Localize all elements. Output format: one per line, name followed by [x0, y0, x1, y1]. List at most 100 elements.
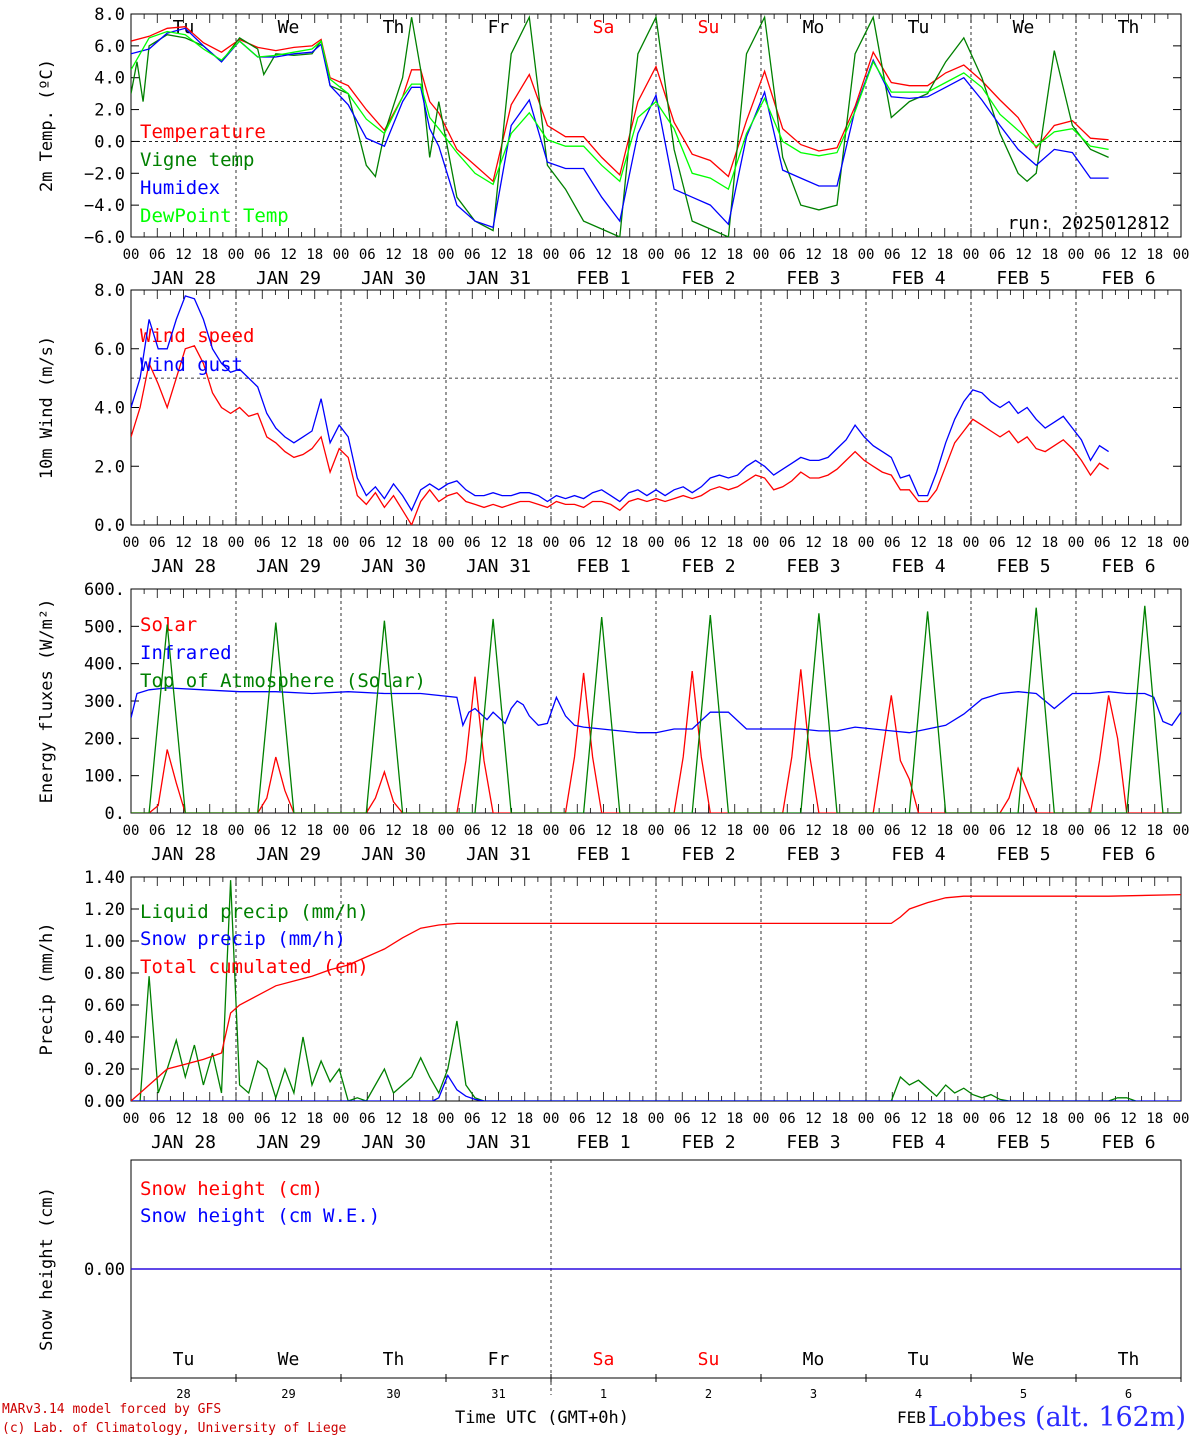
weekday-label: Th [383, 17, 405, 38]
hour-label: 18 [1146, 535, 1163, 551]
hour-label: 00 [123, 247, 140, 263]
model-credit: MARv3.14 model forced by GFS [2, 1402, 222, 1417]
weekday-label: Mo [803, 1349, 825, 1370]
date-label: FEB 4 [891, 1132, 945, 1153]
y-tick-label: 200. [84, 729, 125, 749]
hour-label: 06 [884, 535, 901, 551]
date-label: FEB 5 [996, 556, 1050, 577]
legend-entry: Snow height (cm) [140, 1178, 323, 1200]
y-axis-label: 2m Temp. (ºC) [37, 59, 57, 192]
hour-label: 18 [201, 823, 218, 839]
series-line-1 [131, 880, 1136, 1101]
hour-label: 00 [228, 1111, 245, 1127]
legend-entry: Snow precip (mm/h) [140, 928, 346, 950]
hour-label: 12 [910, 247, 927, 263]
y-tick-label: 8.0 [94, 281, 125, 301]
hour-label: 12 [700, 535, 717, 551]
date-label: JAN 31 [466, 268, 531, 289]
date-label: FEB 4 [891, 268, 945, 289]
hour-label: 00 [753, 1111, 770, 1127]
date-label: FEB 4 [891, 556, 945, 577]
hour-label: 18 [936, 1111, 953, 1127]
hour-label: 06 [254, 247, 271, 263]
hour-label: 06 [779, 1111, 796, 1127]
hour-label: 00 [858, 247, 875, 263]
day-number-label: 3 [810, 1387, 817, 1401]
hour-label: 12 [490, 823, 507, 839]
weekday-label: Tu [908, 1349, 930, 1370]
legend-entry: Total cumulated (cm) [140, 956, 369, 978]
hour-label: 06 [569, 823, 586, 839]
date-label: FEB 2 [681, 268, 735, 289]
hour-label: 18 [831, 535, 848, 551]
day-number-label: 2 [705, 1387, 712, 1401]
hour-label: 06 [674, 823, 691, 839]
series-line-2 [131, 295, 1109, 512]
hour-label: 18 [1041, 247, 1058, 263]
date-label: JAN 29 [256, 1132, 321, 1153]
weekday-label: Su [698, 1349, 720, 1370]
date-label: JAN 29 [256, 844, 321, 865]
legend-entry: DewPoint Temp [140, 205, 289, 227]
hour-label: 06 [1094, 1111, 1111, 1127]
hour-label: 00 [648, 823, 665, 839]
hour-label: 12 [1120, 1111, 1137, 1127]
hour-label: 06 [464, 1111, 481, 1127]
hour-label: 06 [989, 823, 1006, 839]
hour-label: 00 [228, 535, 245, 551]
series-line-1 [131, 669, 1181, 813]
hour-label: 12 [805, 247, 822, 263]
hour-label: 00 [123, 535, 140, 551]
hour-label: 12 [1120, 535, 1137, 551]
hour-label: 18 [936, 823, 953, 839]
legend-entry: Wind speed [140, 325, 254, 347]
date-label: FEB 1 [576, 844, 630, 865]
day-number-label: 31 [491, 1387, 505, 1401]
hour-label: 00 [963, 247, 980, 263]
hour-label: 00 [858, 823, 875, 839]
date-label: JAN 28 [151, 268, 216, 289]
hour-label: 18 [306, 823, 323, 839]
y-tick-label: 500. [84, 617, 125, 637]
hour-label: 12 [700, 1111, 717, 1127]
plot-frame [130, 588, 1182, 814]
y-tick-label: −6.0 [84, 228, 125, 248]
hour-label: 00 [648, 247, 665, 263]
hour-label: 12 [595, 1111, 612, 1127]
hour-label: 00 [1173, 823, 1190, 839]
weekday-label: We [1013, 1349, 1035, 1370]
hour-label: 18 [201, 247, 218, 263]
y-tick-label: 400. [84, 655, 125, 675]
y-tick-label: 0.00 [84, 1092, 125, 1112]
hour-label: 18 [831, 1111, 848, 1127]
y-tick-label: 2.0 [94, 457, 125, 477]
hour-label: 12 [385, 1111, 402, 1127]
hour-label: 18 [411, 247, 428, 263]
date-label: FEB 1 [576, 556, 630, 577]
panel-2: 10m Wind (m/s)8.06.04.02.00.000 06 12 18 00 0… [37, 281, 1189, 577]
hour-label: 00 [1173, 247, 1190, 263]
hour-label: 06 [884, 823, 901, 839]
y-tick-label: 0.80 [84, 964, 125, 984]
legend-entry: Wind gust [140, 354, 243, 376]
hour-label: 18 [621, 823, 638, 839]
hour-label: 06 [254, 823, 271, 839]
hour-label: 06 [359, 1111, 376, 1127]
hour-label: 00 [1173, 535, 1190, 551]
series-line-2 [131, 14, 1109, 237]
date-label: FEB 6 [1101, 556, 1155, 577]
hour-label: 18 [411, 1111, 428, 1127]
date-label: JAN 28 [151, 1132, 216, 1153]
y-tick-label: 2.0 [94, 101, 125, 121]
hour-label: 06 [779, 823, 796, 839]
hour-label: 18 [1041, 1111, 1058, 1127]
panel-3: Energy fluxes (W/m²) 600. 500. 400. 300. 200.… [37, 580, 1189, 865]
hour-label: 06 [149, 823, 166, 839]
hour-label: 06 [989, 1111, 1006, 1127]
y-axis-label: Energy fluxes (W/m²) [37, 599, 57, 804]
y-tick-label: 6.0 [94, 340, 125, 360]
date-label: FEB 1 [576, 1132, 630, 1153]
legend-entry: Snow height (cm W.E.) [140, 1205, 380, 1227]
hour-label: 06 [464, 823, 481, 839]
hour-label: 12 [1120, 823, 1137, 839]
